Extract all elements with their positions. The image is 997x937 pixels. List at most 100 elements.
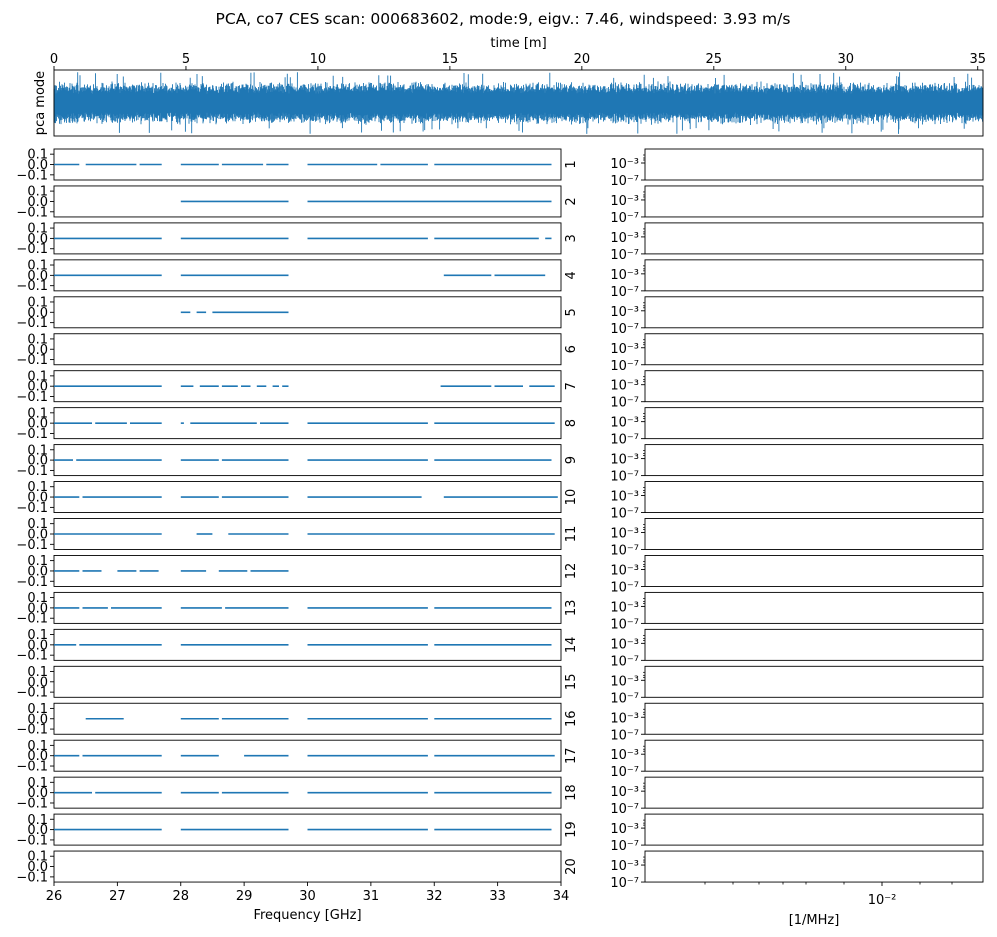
freq-ytick-label: 0.0 [27, 786, 48, 801]
spectrum-axes-frame [644, 148, 984, 181]
spectrum-ytick-label: 10⁻⁷ [610, 728, 639, 743]
freq-ytick-label: 0.0 [27, 158, 48, 173]
freq-xtick-label: 34 [553, 889, 570, 904]
freq-xtick-label: 26 [46, 889, 63, 904]
spectrum-xtick-label: 10⁻² [868, 893, 897, 908]
freq-ytick-label: 0.0 [27, 860, 48, 875]
spectrum-axes-frame [644, 370, 984, 403]
spectrum-axes-frame [644, 702, 984, 735]
spectrum-ytick-label: 10⁻³ [610, 194, 639, 209]
spectrum-axes-frame [644, 776, 984, 809]
freq-ytick-label: 0.1 [27, 259, 48, 274]
freq-ytick-label: −0.1 [16, 353, 48, 368]
time-series-panel: 0 5 10 15 20 25 30 35 time [m] pca mode [33, 36, 986, 137]
spectrum-ytick-label: 10⁻³ [610, 563, 639, 578]
spectrum-panel-20: 10⁻³ 10⁻⁷ [610, 850, 984, 891]
time-tick-label: 30 [837, 52, 854, 67]
freq-ytick-label: 0.1 [27, 739, 48, 754]
freq-ytick-label: 0.0 [27, 491, 48, 506]
time-tick-label: 35 [969, 52, 986, 67]
spectrum-panel-5: 10⁻³ 10⁻⁷ [610, 296, 984, 337]
spectrum-ytick-label: 10⁻³ [610, 416, 639, 431]
panel-number-label: 5 [564, 308, 579, 316]
freq-xtick-label: 30 [299, 889, 316, 904]
freq-ytick-label: 0.1 [27, 332, 48, 347]
freq-ytick-label: 0.1 [27, 776, 48, 791]
spectrum-axes-frame [644, 518, 984, 550]
freq-ytick-label: 0.0 [27, 343, 48, 358]
freq-ytick-label: 0.1 [27, 222, 48, 237]
panel-number-label: 14 [564, 637, 579, 654]
freq-panel-7: 0.10.0−0.1 7 [16, 369, 579, 405]
freq-ytick-label: −0.1 [16, 279, 48, 294]
freq-ytick-label: 0.1 [27, 517, 48, 532]
panel-number-label: 15 [564, 674, 579, 691]
freq-ytick-label: 0.0 [27, 417, 48, 432]
freq-axis-label: Frequency [GHz] [253, 908, 361, 923]
freq-ytick-label: 0.1 [27, 480, 48, 495]
freq-ytick-label: 0.0 [27, 675, 48, 690]
spectrum-ytick-label: 10⁻⁷ [610, 544, 639, 559]
spectrum-ytick-label: 10⁻⁷ [610, 396, 639, 411]
spectrum-axes-frame [644, 850, 984, 883]
panel-number-label: 2 [564, 197, 579, 205]
spectrum-axes-frame [644, 739, 984, 772]
spectrum-ytick-label: 10⁻³ [610, 748, 639, 763]
spectrum-panel-7: 10⁻³ 10⁻⁷ [610, 370, 984, 411]
freq-ytick-label: 0.1 [27, 443, 48, 458]
freq-xtick-label: 29 [236, 889, 253, 904]
spectrum-ytick-label: 10⁻⁷ [610, 248, 639, 263]
spectrum-ytick-label: 10⁻⁷ [610, 617, 639, 632]
freq-ytick-label: −0.1 [16, 501, 48, 516]
freq-ytick-label: 0.1 [27, 554, 48, 569]
freq-xtick-label: 32 [426, 889, 443, 904]
spectrum-axes-frame [644, 665, 984, 698]
spectrum-axes-frame [644, 222, 984, 255]
spectrum-axes-frame [644, 555, 984, 587]
panel-number-label: 13 [564, 600, 579, 617]
freq-ytick-label: −0.1 [16, 723, 48, 738]
freq-ytick-label: −0.1 [16, 833, 48, 848]
freq-ytick-label: −0.1 [16, 796, 48, 811]
spectrum-ytick-label: 10⁻⁷ [610, 802, 639, 817]
panel-number-label: 16 [564, 710, 579, 727]
freq-ytick-label: 0.1 [27, 850, 48, 865]
freq-panel-20: 0.10.0−0.1 20 [16, 850, 579, 886]
freq-ytick-label: −0.1 [16, 649, 48, 664]
freq-panel-19: 0.10.0−0.1 19 [16, 813, 579, 849]
spectrum-panel-6: 10⁻³ 10⁻⁷ [610, 333, 984, 374]
panel-number-label: 11 [564, 526, 579, 543]
freq-ytick-label: 0.0 [27, 712, 48, 727]
spectrum-panel-9: 10⁻³ 10⁻⁷ [610, 444, 984, 485]
freq-ytick-label: 0.0 [27, 528, 48, 543]
panel-number-label: 3 [564, 234, 579, 242]
freq-xtick-label: 33 [489, 889, 506, 904]
freq-panel-1: 0.10.0−0.1 1 [16, 148, 579, 184]
spectrum-panel-3: 10⁻³ 10⁻⁷ [610, 222, 984, 263]
spectrum-ytick-label: 10⁻³ [610, 822, 639, 837]
spectrum-ytick-label: 10⁻⁷ [610, 839, 639, 854]
spectrum-ytick-label: 10⁻³ [610, 231, 639, 246]
panel-number-label: 17 [564, 747, 579, 764]
spectrum-ytick-label: 10⁻⁷ [610, 507, 639, 522]
freq-ytick-label: 0.1 [27, 148, 48, 163]
freq-ytick-label: −0.1 [16, 427, 48, 442]
freq-axes-frame [53, 333, 562, 366]
panel-number-label: 8 [564, 419, 579, 427]
spectrum-panel-16: 10⁻³ 10⁻⁷ [610, 702, 984, 743]
figure-title: PCA, co7 CES scan: 000683602, mode:9, ei… [216, 10, 791, 28]
freq-panel-15: 0.10.0−0.1 15 [16, 665, 579, 701]
spectrum-axes-frame [644, 444, 984, 477]
freq-ytick-label: 0.1 [27, 295, 48, 310]
spectrum-ytick-label: 10⁻³ [610, 268, 639, 283]
freq-ytick-label: 0.0 [27, 823, 48, 838]
spectrum-ytick-label: 10⁻³ [610, 674, 639, 689]
freq-xtick-label: 28 [172, 889, 189, 904]
freq-panel-12: 0.10.0−0.1 12 [16, 554, 579, 590]
freq-ytick-label: 0.1 [27, 702, 48, 717]
freq-panel-14: 0.10.0−0.1 14 [16, 628, 579, 664]
spectrum-ytick-label: 10⁻³ [610, 157, 639, 172]
time-tick-label: 0 [50, 52, 58, 67]
freq-ytick-label: 0.1 [27, 665, 48, 680]
freq-ytick-label: 0.1 [27, 369, 48, 384]
